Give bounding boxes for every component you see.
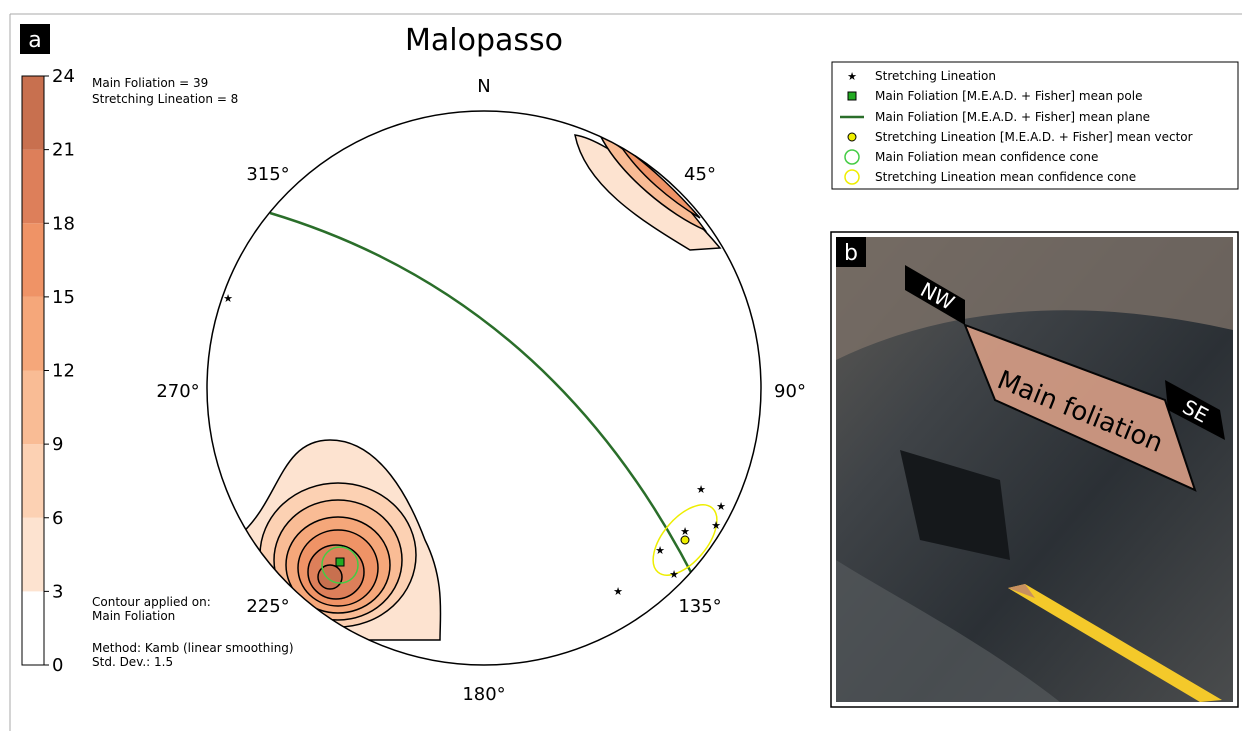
mean-pole: [336, 558, 344, 566]
svg-text:★: ★: [711, 519, 721, 532]
colorbar-band: [22, 371, 44, 445]
colorbar-tick-label: 21: [52, 140, 75, 161]
colorbar-band: [22, 76, 44, 150]
colorbar-band: [22, 518, 44, 592]
colorbar-tick-label: 18: [52, 213, 75, 234]
direction: 180°: [462, 684, 505, 705]
legend-entry: Main Foliation mean confidence cone: [875, 150, 1098, 164]
colorbar-band: [22, 297, 44, 371]
colorbar-tick-label: 15: [52, 287, 75, 308]
colorbar-tick-label: 9: [52, 434, 63, 455]
svg-text:★: ★: [223, 292, 233, 305]
direction: 135°: [678, 596, 721, 617]
direction: 315°: [246, 164, 289, 185]
colorbar-tick-label: 0: [52, 655, 63, 676]
colorbar-band: [22, 223, 44, 297]
colorbar-tick-label: 12: [52, 361, 75, 382]
colorbar: 0 3 6 9 12 15 18 21 24: [22, 66, 75, 676]
panel-label: b: [844, 241, 858, 266]
direction: 90°: [774, 381, 806, 402]
colorbar-band: [22, 150, 44, 224]
svg-text:★: ★: [716, 500, 726, 513]
contours: [240, 135, 720, 640]
panel-label: a: [28, 28, 41, 53]
svg-text:★: ★: [655, 544, 665, 557]
svg-text:★: ★: [680, 525, 690, 538]
colorbar-tick-label: 6: [52, 508, 63, 529]
direction: N: [477, 76, 490, 97]
svg-text:★: ★: [696, 483, 706, 496]
chart-title: Malopasso: [405, 23, 563, 58]
direction: 45°: [684, 164, 716, 185]
legend-entry: Main Foliation [M.E.A.D. + Fisher] mean …: [875, 110, 1150, 124]
figure: a Malopasso 0 3 6 9 12 15 18 21 24 Main Foliatio…: [0, 0, 1242, 731]
direction: 225°: [246, 596, 289, 617]
legend-entry: Stretching Lineation [M.E.A.D. + Fisher]…: [875, 130, 1193, 144]
note: Contour applied on:: [92, 595, 211, 609]
legend-entry: Main Foliation [M.E.A.D. + Fisher] mean …: [875, 89, 1142, 103]
note: Main Foliation: [92, 609, 175, 623]
colorbar-tick-label: 3: [52, 581, 63, 602]
legend-entry: Stretching Lineation mean confidence con…: [875, 170, 1136, 184]
legend-entry: Stretching Lineation: [875, 69, 996, 83]
colorbar-band: [22, 444, 44, 518]
note: Method: Kamb (linear smoothing): [92, 641, 294, 655]
svg-text:★: ★: [669, 568, 679, 581]
colorbar-band: [22, 591, 44, 665]
svg-text:★: ★: [847, 70, 857, 83]
colorbar-tick-label: 24: [52, 66, 75, 87]
svg-text:★: ★: [613, 585, 623, 598]
count: Stretching Lineation = 8: [92, 92, 238, 106]
count: Main Foliation = 39: [92, 76, 208, 90]
direction: 270°: [156, 381, 199, 402]
note: Std. Dev.: 1.5: [92, 655, 173, 669]
